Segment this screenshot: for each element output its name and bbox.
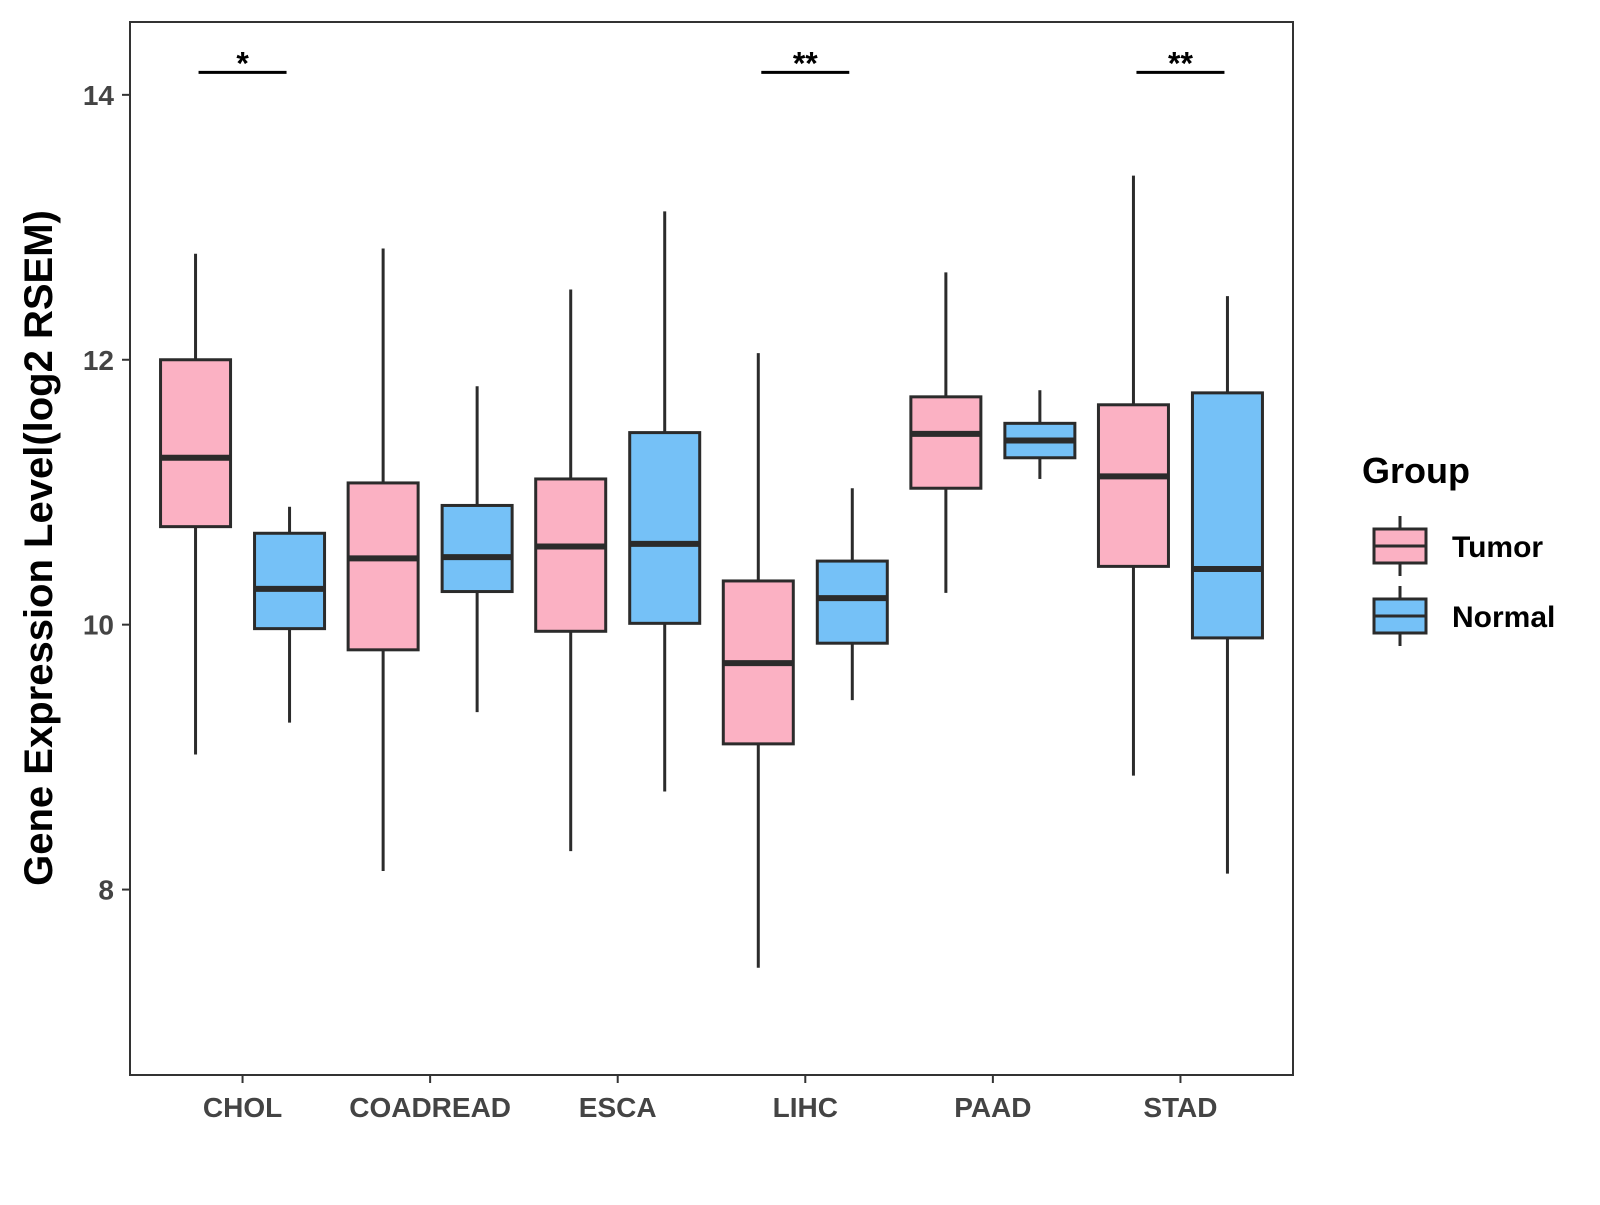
box-tumor-esca — [534, 289, 608, 852]
legend-label: Tumor — [1452, 531, 1543, 564]
box-tumor-coadread — [346, 248, 420, 872]
box-iqr — [253, 531, 327, 631]
y-axis-title: Gene Expression Level(log2 RSEM) — [17, 210, 61, 886]
box-iqr — [159, 358, 233, 529]
significance-label: ** — [793, 45, 818, 81]
legend-label: Normal — [1452, 601, 1555, 634]
x-tick-label: ESCA — [579, 1092, 657, 1123]
x-tick-label: LIHC — [773, 1092, 838, 1123]
box-tumor-paad — [909, 272, 983, 593]
box-normal-chol — [253, 506, 327, 723]
box-normal-lihc — [815, 488, 889, 701]
box-iqr — [1096, 403, 1170, 568]
box-normal-stad — [1190, 296, 1264, 874]
box-tumor-chol — [159, 253, 233, 755]
box-iqr — [534, 477, 608, 633]
box-iqr — [440, 503, 514, 594]
y-tick-label: 8 — [98, 875, 114, 906]
x-tick-label: COADREAD — [349, 1092, 511, 1123]
y-axis: 8 10 12 14 — [83, 80, 130, 906]
box-tumor-lihc — [721, 353, 795, 968]
plot-panel-border — [129, 21, 1294, 1076]
legend: Group Tumor Normal — [1362, 450, 1555, 646]
box-iqr — [1190, 391, 1264, 640]
significance-label: * — [236, 45, 249, 81]
significance-layer: * ** ** — [198, 45, 1225, 81]
x-tick-label: CHOL — [203, 1092, 282, 1123]
boxes-layer — [159, 175, 1264, 968]
x-tick-label: STAD — [1143, 1092, 1217, 1123]
box-tumor-stad — [1096, 175, 1170, 776]
legend-title: Group — [1362, 450, 1470, 491]
y-tick-label: 12 — [83, 345, 114, 376]
box-iqr — [346, 481, 420, 652]
x-axis: CHOL COADREAD ESCA LIHC PAAD STAD — [203, 1075, 1218, 1123]
box-normal-esca — [628, 211, 702, 792]
legend-item-tumor: Tumor — [1372, 516, 1543, 576]
box-iqr — [628, 431, 702, 625]
significance-label: ** — [1168, 45, 1193, 81]
legend-item-normal: Normal — [1372, 586, 1555, 646]
y-tick-label: 10 — [83, 610, 114, 641]
box-normal-coadread — [440, 386, 514, 713]
y-tick-label: 14 — [83, 80, 115, 111]
box-normal-paad — [1003, 390, 1077, 479]
box-iqr — [815, 559, 889, 645]
x-tick-label: PAAD — [954, 1092, 1031, 1123]
legend-items: Tumor Normal — [1372, 516, 1555, 646]
box-iqr — [909, 395, 983, 490]
